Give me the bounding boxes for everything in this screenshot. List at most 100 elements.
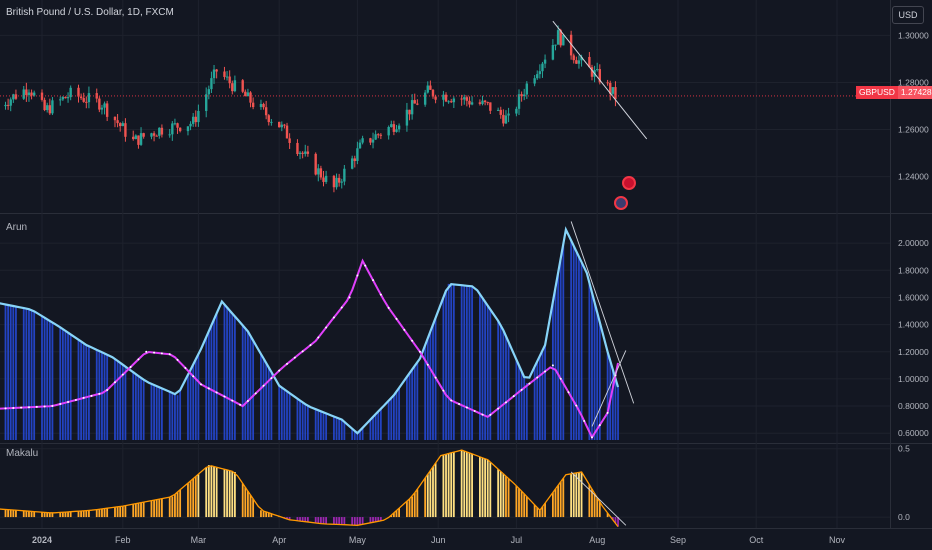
candle <box>61 97 65 100</box>
candle <box>228 76 231 84</box>
arun-magenta-dot <box>254 392 257 395</box>
candle <box>158 127 161 136</box>
candle <box>353 158 356 161</box>
candle <box>22 89 25 99</box>
makalu-bar <box>325 517 328 525</box>
y-tick-label: 1.40000 <box>898 320 929 330</box>
candle <box>205 94 208 111</box>
y-tick-label: 0.5 <box>898 444 910 454</box>
arun-magenta-dot <box>121 373 124 376</box>
arun-bar <box>340 419 343 440</box>
makalu-trendline[interactable] <box>570 471 627 526</box>
makalu-bar <box>450 452 453 518</box>
makalu-bar <box>395 510 398 518</box>
arun-bar <box>465 285 468 440</box>
arun-bar <box>450 284 453 440</box>
arun-magenta-dot <box>559 377 562 380</box>
arun-bar <box>153 385 155 440</box>
candle <box>142 133 145 137</box>
candle <box>350 158 354 169</box>
candle <box>304 151 307 154</box>
arun-bar <box>533 366 536 440</box>
candle <box>525 83 529 95</box>
candle <box>335 177 338 188</box>
arun-bar <box>408 373 411 440</box>
arun-bar <box>61 329 64 440</box>
arun-bar <box>249 335 252 440</box>
y-tick-label: 1.20000 <box>898 347 929 357</box>
makalu-bar <box>223 469 226 518</box>
candle <box>212 69 216 79</box>
makalu-bar <box>174 494 176 518</box>
arun-bar <box>411 369 414 440</box>
candle <box>207 89 211 95</box>
arun-magenta-dot <box>223 395 226 398</box>
arun-bar <box>59 327 62 440</box>
makalu-bar <box>226 469 228 518</box>
y-tick-label: 0.0 <box>898 512 910 522</box>
arun-magenta-dot <box>450 399 453 402</box>
arun-trendline[interactable] <box>591 350 627 427</box>
makalu-bar <box>103 508 106 518</box>
arun-bar <box>447 283 450 440</box>
arun-bar <box>523 377 526 440</box>
arun-bar <box>296 398 299 440</box>
makalu-bar <box>304 517 307 522</box>
arun-bar <box>299 400 301 440</box>
uk-event-flag-icon[interactable] <box>622 176 636 190</box>
arun-bar <box>557 272 559 440</box>
arun-bar <box>387 400 390 440</box>
makalu-bar <box>377 517 380 522</box>
arun-magenta-dot <box>473 410 476 413</box>
currency-button[interactable]: USD <box>892 6 924 24</box>
candle <box>69 87 72 98</box>
arun-trendline[interactable] <box>570 221 635 404</box>
candle <box>189 123 192 127</box>
makalu-bar <box>369 517 372 523</box>
arun-bar <box>356 433 359 440</box>
makalu-bar <box>116 506 119 518</box>
arun-bar <box>515 359 518 440</box>
makalu-bar <box>505 476 507 518</box>
makalu-bar <box>106 508 109 518</box>
price-trendline[interactable] <box>552 20 648 140</box>
makalu-bar <box>288 517 291 520</box>
makalu-bar <box>572 473 575 518</box>
makalu-bar <box>179 489 182 518</box>
candle <box>25 89 28 96</box>
arun-bar <box>442 297 445 440</box>
arun-bar <box>538 355 541 440</box>
arun-bar <box>562 244 565 440</box>
makalu-bar <box>231 471 234 518</box>
candle <box>611 87 615 94</box>
candle <box>43 99 46 111</box>
arun-bar <box>80 341 82 440</box>
makalu-bar <box>140 502 142 518</box>
makalu-bar <box>322 517 325 524</box>
candle <box>496 109 500 111</box>
arun-magenta-dot <box>74 398 77 401</box>
us-event-flag-icon[interactable] <box>614 196 628 210</box>
makalu-bar <box>575 472 578 518</box>
candle <box>77 87 80 97</box>
arun-bar <box>64 330 67 440</box>
candle <box>171 123 174 135</box>
arun-magenta-dot <box>606 411 609 414</box>
arun-magenta-dot <box>246 399 249 402</box>
arun-magenta-dot <box>575 404 578 407</box>
arun-magenta-dot <box>325 326 328 329</box>
makalu-bar <box>158 499 161 518</box>
arun-magenta-dot <box>51 405 54 408</box>
price-tag-value: 1.27428 <box>897 86 932 99</box>
arun-bar <box>265 363 268 440</box>
makalu-bar <box>155 499 158 518</box>
makalu-bar <box>197 474 200 518</box>
arun-magenta-line <box>0 258 619 440</box>
makalu-bar <box>9 509 12 518</box>
makalu-bar <box>114 507 116 518</box>
candle <box>194 116 197 123</box>
arun-bar <box>25 308 28 440</box>
candle <box>82 98 85 102</box>
makalu-bar <box>213 466 215 518</box>
